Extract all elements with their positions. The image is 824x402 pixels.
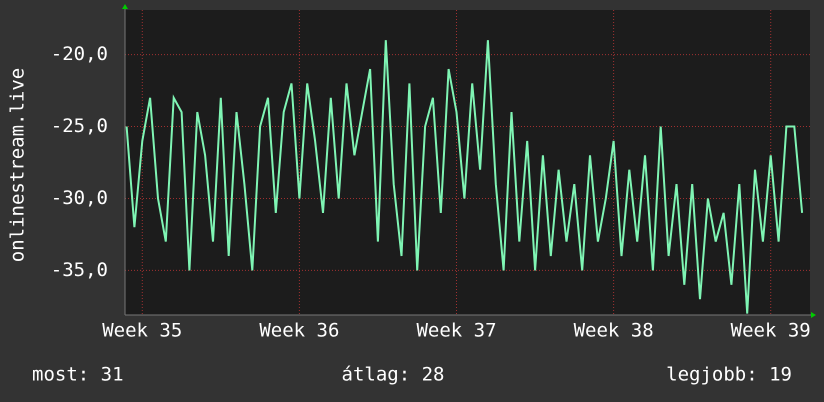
x-tick-label: Week 39 xyxy=(731,320,811,342)
series-line xyxy=(125,40,804,314)
y-tick-label: -25,0 xyxy=(51,115,108,137)
x-tick-label: Week 35 xyxy=(102,320,182,342)
y-tick-label: -20,0 xyxy=(51,43,108,65)
axis-arrow xyxy=(811,312,816,318)
footer-current: most: 31 xyxy=(32,364,124,386)
axis-arrow xyxy=(122,4,128,9)
footer-best: legjobb: 19 xyxy=(666,364,792,386)
y-tick-label: -35,0 xyxy=(51,259,108,281)
x-tick-label: Week 36 xyxy=(259,320,339,342)
x-tick-label: Week 38 xyxy=(574,320,654,342)
x-tick-label: Week 37 xyxy=(416,320,496,342)
y-axis-label: onlinestream.live xyxy=(7,68,29,262)
footer-average: átlag: 28 xyxy=(342,364,445,386)
y-tick-label: -30,0 xyxy=(51,187,108,209)
